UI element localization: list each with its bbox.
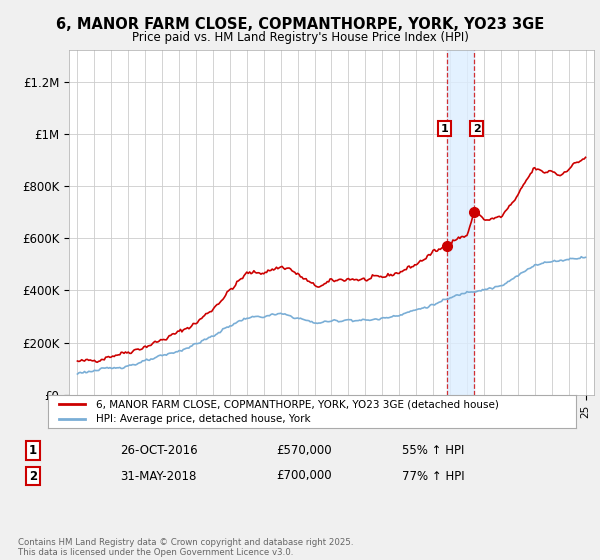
Text: 26-OCT-2016: 26-OCT-2016 xyxy=(120,444,197,458)
Text: 2: 2 xyxy=(473,124,481,134)
Bar xyxy=(447,50,474,395)
Text: 1: 1 xyxy=(29,444,37,458)
Text: Price paid vs. HM Land Registry's House Price Index (HPI): Price paid vs. HM Land Registry's House … xyxy=(131,31,469,44)
Text: 1: 1 xyxy=(440,124,448,134)
Text: HPI: Average price, detached house, York: HPI: Average price, detached house, York xyxy=(95,414,310,424)
Text: £570,000: £570,000 xyxy=(276,444,332,458)
Text: 6, MANOR FARM CLOSE, COPMANTHORPE, YORK, YO23 3GE (detached house): 6, MANOR FARM CLOSE, COPMANTHORPE, YORK,… xyxy=(95,399,499,409)
Text: 2: 2 xyxy=(29,469,37,483)
Text: 55% ↑ HPI: 55% ↑ HPI xyxy=(402,444,464,458)
Text: 6, MANOR FARM CLOSE, COPMANTHORPE, YORK, YO23 3GE: 6, MANOR FARM CLOSE, COPMANTHORPE, YORK,… xyxy=(56,17,544,32)
Text: 77% ↑ HPI: 77% ↑ HPI xyxy=(402,469,464,483)
Text: 31-MAY-2018: 31-MAY-2018 xyxy=(120,469,196,483)
Text: Contains HM Land Registry data © Crown copyright and database right 2025.
This d: Contains HM Land Registry data © Crown c… xyxy=(18,538,353,557)
Text: £700,000: £700,000 xyxy=(276,469,332,483)
